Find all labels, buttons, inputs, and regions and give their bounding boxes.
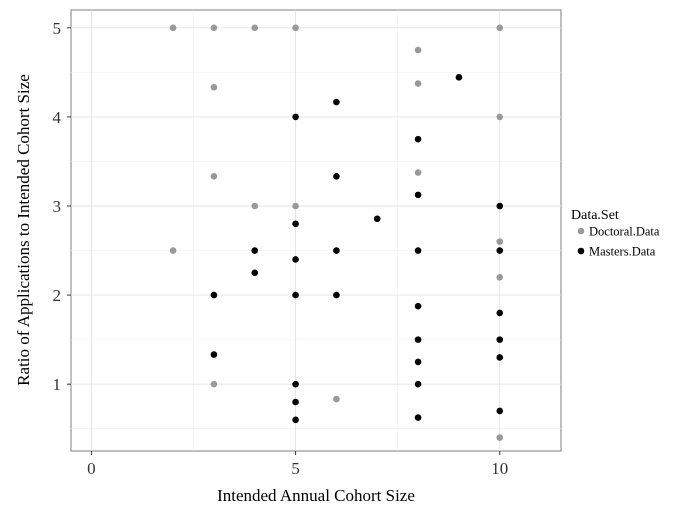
legend-key-masters-data (577, 247, 585, 255)
masters-data-point (414, 247, 422, 254)
grid-lines (71, 10, 561, 451)
legend-label-doctoral-data: Doctoral.Data (589, 225, 660, 239)
legend: Data.Set Doctoral.Data Masters.Data (571, 208, 660, 259)
masters-data-point (251, 269, 259, 277)
masters-data-point (373, 215, 381, 223)
doctoral-data-point (251, 24, 259, 32)
legend-label-masters-data: Masters.Data (589, 245, 656, 259)
masters-data-point (333, 98, 340, 106)
masters-data-point (414, 336, 422, 343)
doctoral-data-point (414, 169, 422, 176)
doctoral-data-point (414, 80, 422, 87)
masters-data-point (292, 416, 299, 424)
masters-data-point (333, 291, 340, 299)
doctoral-data-point (496, 113, 504, 121)
doctoral-data-point (210, 380, 218, 388)
y-tick-label: 5 (53, 19, 62, 38)
masters-data-point (333, 173, 340, 180)
masters-data-point (333, 247, 340, 254)
plot-panel (70, 9, 562, 452)
doctoral-data-point (496, 24, 504, 32)
masters-data-point (292, 256, 299, 263)
y-tick-label: 2 (53, 286, 62, 305)
doctoral-data-point (333, 395, 340, 403)
doctoral-data-point (169, 24, 177, 32)
masters-data-point (496, 354, 504, 361)
x-axis-title: Intended Annual Cohort Size (217, 486, 415, 505)
doctoral-data-point (292, 202, 299, 210)
masters-data-point (496, 202, 504, 210)
masters-data-point (496, 247, 504, 254)
masters-data-point (210, 351, 218, 358)
doctoral-data-point (210, 173, 218, 180)
masters-data-point (292, 291, 299, 299)
legend-key-doctoral-data (577, 227, 585, 235)
masters-data-point (292, 113, 299, 121)
masters-data-point (414, 414, 422, 421)
masters-data-point (414, 358, 422, 366)
masters-data-point (414, 380, 422, 388)
doctoral-data-point (496, 434, 504, 441)
masters-data-point (414, 191, 422, 199)
masters-data-point (414, 135, 422, 143)
masters-data-point (210, 291, 218, 299)
y-tick-label: 1 (53, 375, 62, 394)
doctoral-data-point (251, 202, 259, 210)
y-tick-label: 3 (53, 197, 62, 216)
masters-data-point (496, 309, 504, 317)
masters-data-point (292, 220, 299, 228)
masters-data-point (496, 407, 504, 415)
y-axis-title: Ratio of Applications to Intended Cohort… (14, 74, 33, 386)
doctoral-data-point (496, 238, 504, 245)
doctoral-data-point (210, 83, 218, 91)
doctoral-data-point (414, 46, 422, 54)
doctoral-data-point (496, 273, 504, 281)
doctoral-data-point (210, 24, 218, 32)
doctoral-data-point (169, 247, 177, 254)
masters-data-point (414, 302, 422, 310)
masters-data-point (455, 74, 463, 81)
y-tick-label: 4 (53, 108, 62, 127)
masters-data-point (292, 380, 299, 388)
doctoral-data-point (292, 24, 299, 32)
masters-data-point (292, 398, 299, 406)
x-tick-label: 5 (291, 459, 300, 478)
data-points (169, 24, 504, 441)
masters-data-point (496, 336, 504, 343)
x-tick-label: 0 (87, 459, 96, 478)
axis-ticks: 0 5 10 1 2 3 4 5 (53, 19, 509, 478)
x-tick-label: 10 (491, 459, 508, 478)
masters-data-point (251, 247, 259, 254)
legend-title: Data.Set (571, 208, 619, 223)
